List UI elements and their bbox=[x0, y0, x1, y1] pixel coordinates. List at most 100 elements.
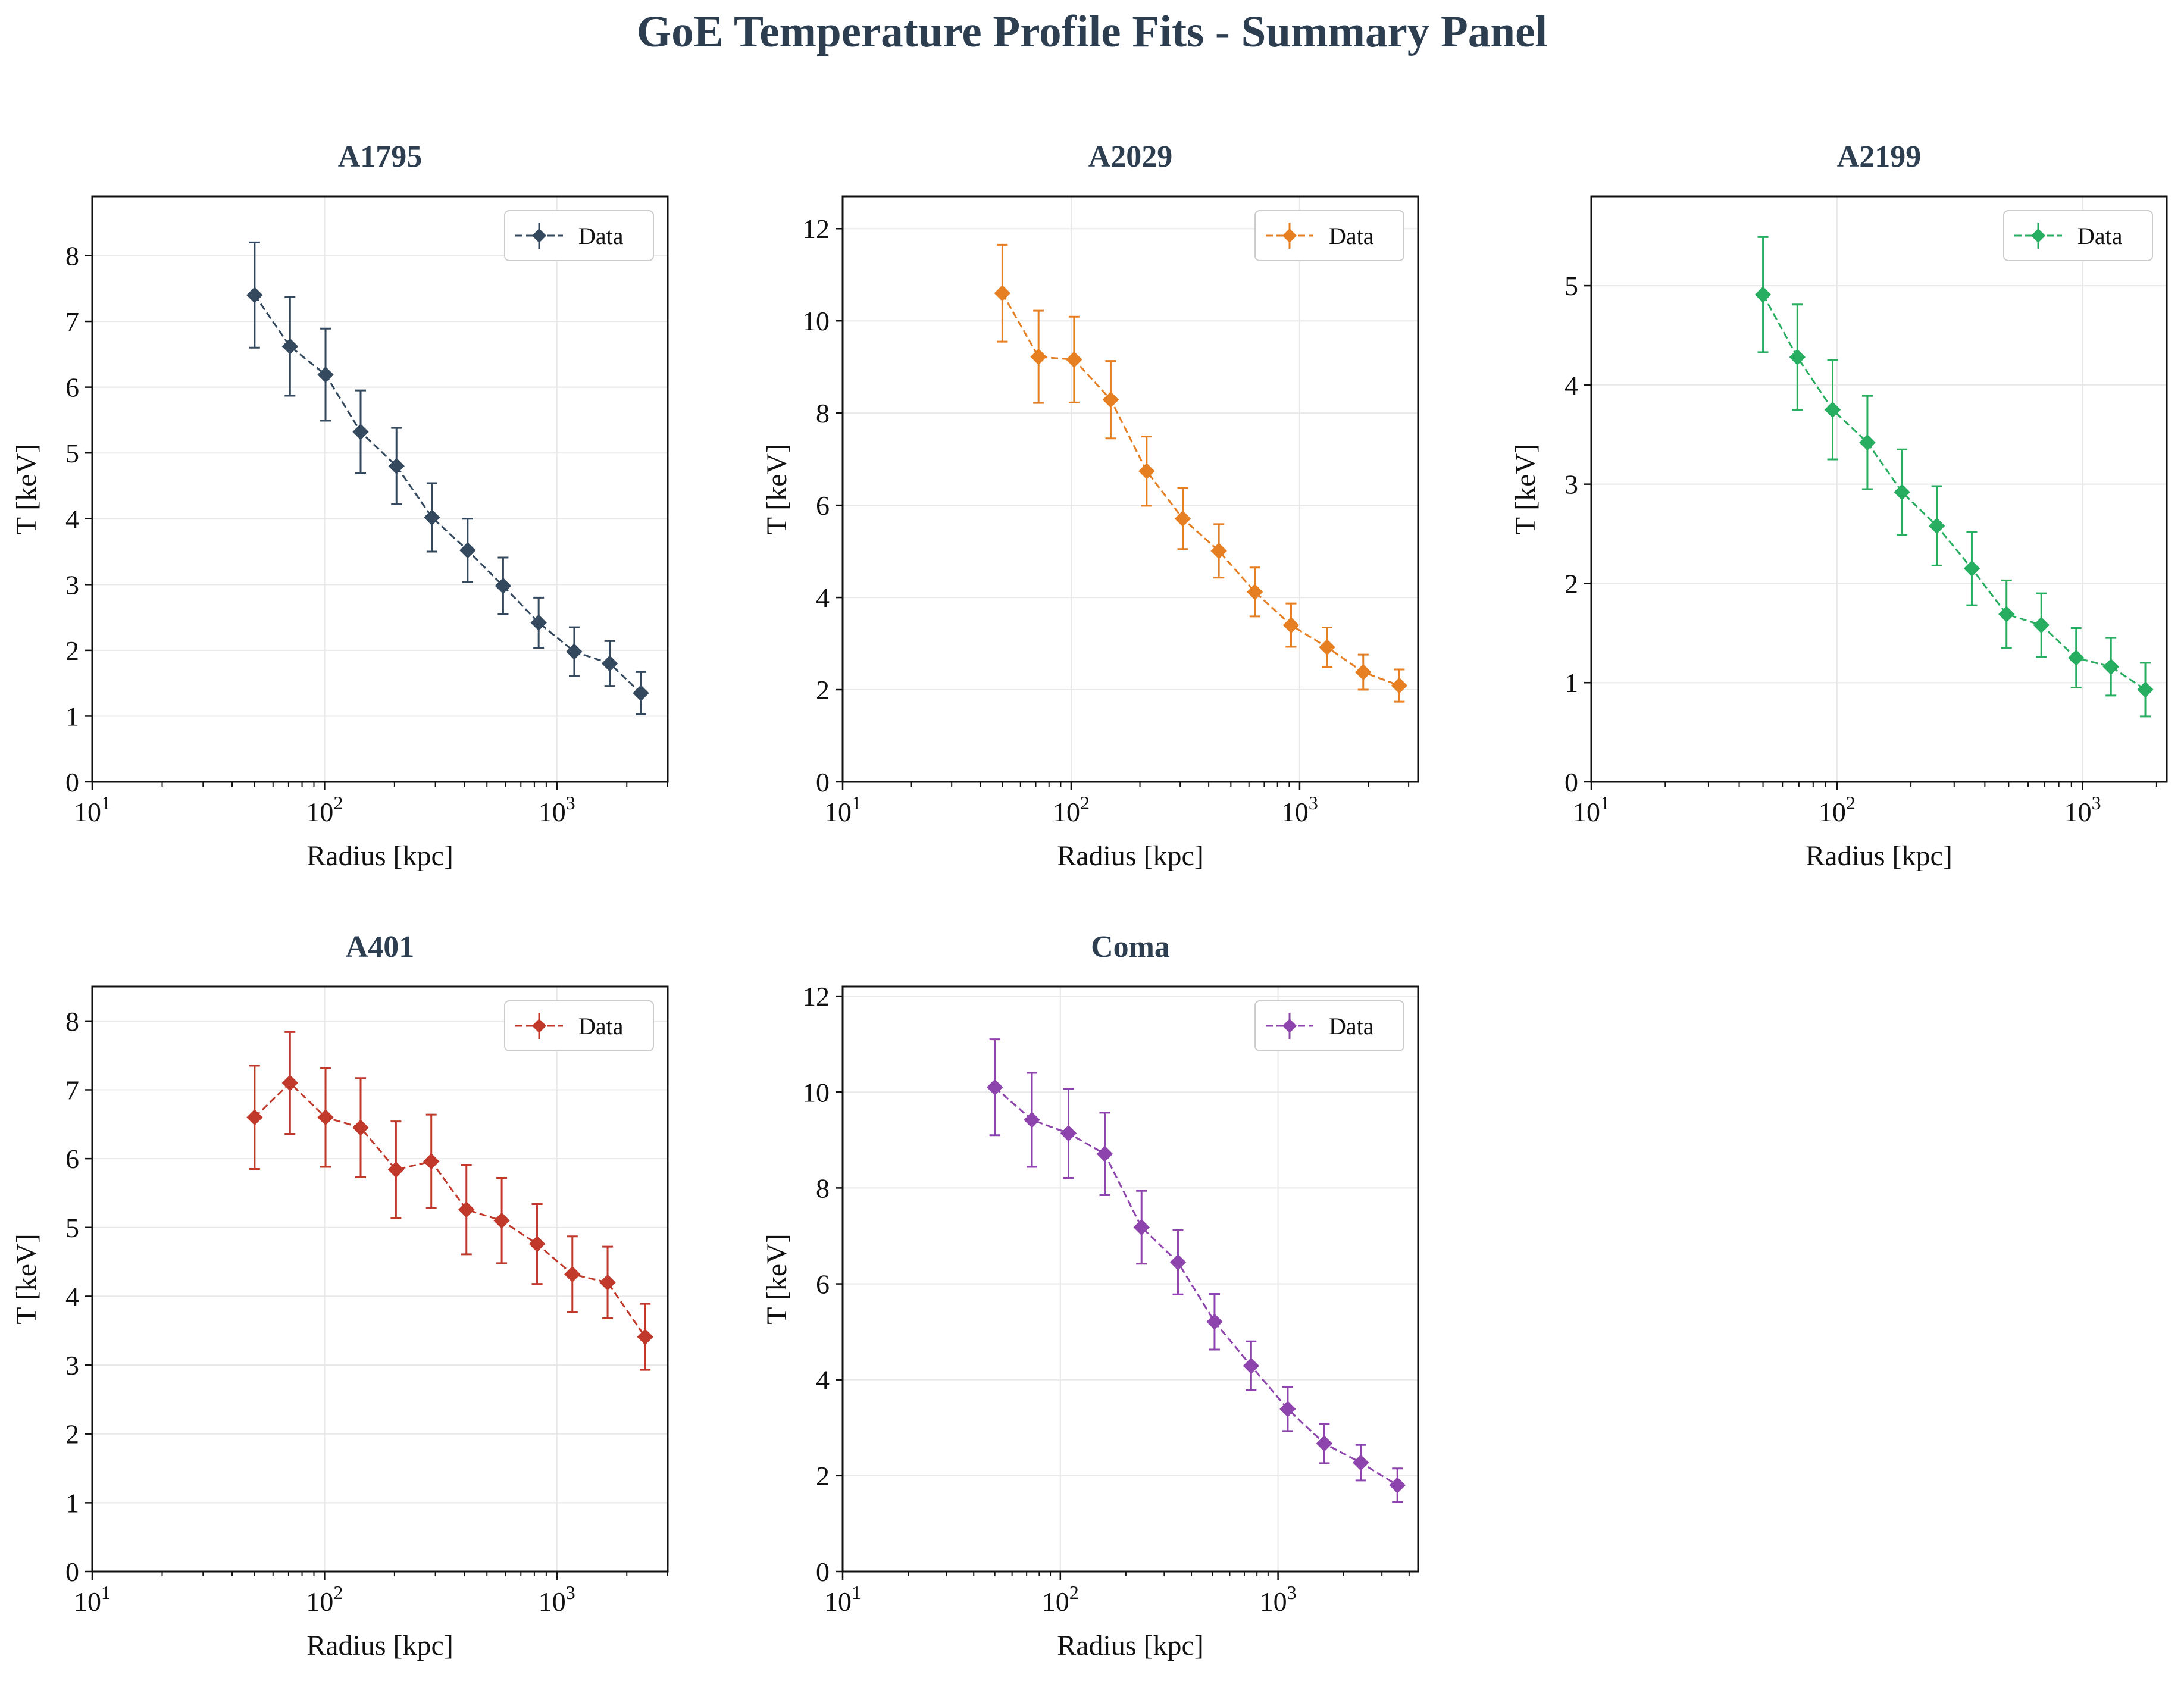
data-point bbox=[493, 1212, 510, 1229]
x-axis-label: Radius [kpc] bbox=[1057, 840, 1204, 872]
data-point bbox=[994, 285, 1011, 302]
panel-a2199: 0 1 2 3 4 5 101 102 103 A2199 Radius [kpc] T [keV] D… bbox=[1510, 140, 2168, 872]
y-tick-label: 4 bbox=[65, 504, 79, 534]
y-tick-label: 4 bbox=[65, 1281, 79, 1311]
axes-frame bbox=[91, 195, 669, 783]
data-point bbox=[1206, 1313, 1223, 1330]
y-tick-label: 2 bbox=[65, 1419, 79, 1450]
y-tick-label: 5 bbox=[65, 438, 79, 468]
legend-frame bbox=[2003, 210, 2153, 261]
legend-label: Data bbox=[1329, 223, 1374, 249]
x-tick-label: 101 bbox=[1573, 792, 1610, 827]
data-point bbox=[1169, 1254, 1187, 1271]
x-tick-label: 101 bbox=[824, 1582, 861, 1617]
data-point bbox=[1998, 606, 2015, 622]
y-tick-label: 4 bbox=[816, 1365, 830, 1395]
data-point bbox=[2068, 649, 2085, 666]
legend-marker bbox=[2031, 229, 2045, 243]
data-point bbox=[601, 655, 618, 672]
x-tick-label: 103 bbox=[539, 792, 575, 827]
data-point bbox=[1319, 639, 1335, 656]
data-point bbox=[352, 1119, 369, 1136]
data-point bbox=[1353, 1454, 1369, 1471]
legend-frame bbox=[1254, 1000, 1404, 1051]
y-tick-label: 3 bbox=[1565, 469, 1578, 500]
data-point bbox=[1389, 1477, 1406, 1494]
data-point bbox=[352, 424, 369, 440]
data-point bbox=[1859, 434, 1876, 451]
data-point bbox=[281, 338, 299, 355]
axes-frame bbox=[91, 985, 669, 1573]
data-point bbox=[1247, 584, 1263, 600]
y-tick-label: 6 bbox=[65, 373, 79, 403]
y-tick-label: 8 bbox=[65, 241, 79, 271]
axes-frame bbox=[841, 985, 1419, 1573]
y-tick-label: 0 bbox=[816, 767, 830, 797]
panel-title: Coma bbox=[1091, 930, 1170, 964]
y-tick-label: 4 bbox=[816, 583, 830, 613]
series-line bbox=[994, 1087, 1398, 1486]
data-point bbox=[1928, 518, 1945, 534]
x-tick-label: 102 bbox=[1819, 792, 1856, 827]
legend-marker bbox=[532, 229, 546, 243]
axes-frame bbox=[1590, 195, 2168, 783]
y-axis-label: T [keV] bbox=[11, 1234, 42, 1324]
data-point bbox=[1279, 1401, 1296, 1417]
panel-title: A401 bbox=[346, 930, 415, 964]
x-axis-label: Radius [kpc] bbox=[306, 1630, 453, 1661]
x-tick-label: 103 bbox=[1260, 1582, 1297, 1617]
panel-title: A2029 bbox=[1088, 140, 1173, 174]
panel-a1795: 0 1 2 3 4 5 6 7 8 101 102 103 A1795 Radius [kpc] T [ke… bbox=[11, 140, 669, 872]
legend-frame bbox=[504, 210, 654, 261]
data-point bbox=[1316, 1435, 1333, 1452]
data-point bbox=[1824, 401, 1841, 418]
x-tick-label: 101 bbox=[74, 792, 111, 827]
data-point bbox=[495, 577, 512, 594]
data-point bbox=[1030, 348, 1047, 365]
legend-label: Data bbox=[1329, 1013, 1374, 1040]
y-tick-label: 0 bbox=[816, 1557, 830, 1587]
y-tick-label: 3 bbox=[65, 1350, 79, 1381]
figure-title: GoE Temperature Profile Fits - Summary P… bbox=[637, 7, 1547, 57]
x-tick-label: 102 bbox=[306, 792, 343, 827]
y-tick-label: 12 bbox=[802, 214, 830, 244]
data-point bbox=[1102, 391, 1119, 408]
y-tick-label: 2 bbox=[816, 1461, 830, 1491]
panel-title: A1795 bbox=[338, 140, 423, 174]
y-tick-label: 1 bbox=[65, 1488, 79, 1518]
data-point bbox=[387, 1161, 405, 1178]
y-tick-label: 2 bbox=[816, 675, 830, 705]
legend-frame bbox=[1254, 210, 1404, 261]
data-point bbox=[566, 643, 583, 660]
y-axis-label: T [keV] bbox=[761, 1234, 793, 1324]
x-tick-label: 101 bbox=[74, 1582, 111, 1617]
y-tick-label: 5 bbox=[1565, 271, 1578, 301]
data-point bbox=[1355, 663, 1372, 681]
data-point bbox=[1243, 1357, 1260, 1375]
y-tick-label: 8 bbox=[816, 1173, 830, 1203]
data-point bbox=[1789, 349, 1806, 365]
panel-title: A2199 bbox=[1837, 140, 1922, 174]
data-point bbox=[317, 366, 334, 383]
data-point bbox=[1963, 560, 1980, 577]
legend-marker bbox=[1282, 1019, 1297, 1033]
x-axis-label: Radius [kpc] bbox=[306, 840, 453, 872]
y-tick-label: 0 bbox=[65, 1557, 79, 1587]
y-tick-label: 4 bbox=[1565, 370, 1578, 400]
legend: Data bbox=[504, 1000, 654, 1051]
data-point bbox=[459, 542, 476, 559]
data-point bbox=[1210, 543, 1227, 559]
data-point bbox=[246, 1109, 263, 1126]
y-tick-label: 12 bbox=[802, 981, 830, 1012]
y-tick-label: 3 bbox=[65, 569, 79, 600]
x-tick-label: 103 bbox=[1281, 792, 1318, 827]
panel-a401: 0 1 2 3 4 5 6 7 8 101 102 103 A401 Radius [kpc] T [keV… bbox=[11, 930, 669, 1661]
legend-label: Data bbox=[578, 1013, 624, 1040]
data-point bbox=[1282, 616, 1300, 634]
data-point bbox=[317, 1109, 334, 1126]
data-point bbox=[1024, 1112, 1040, 1128]
y-axis-label: T [keV] bbox=[11, 444, 42, 534]
